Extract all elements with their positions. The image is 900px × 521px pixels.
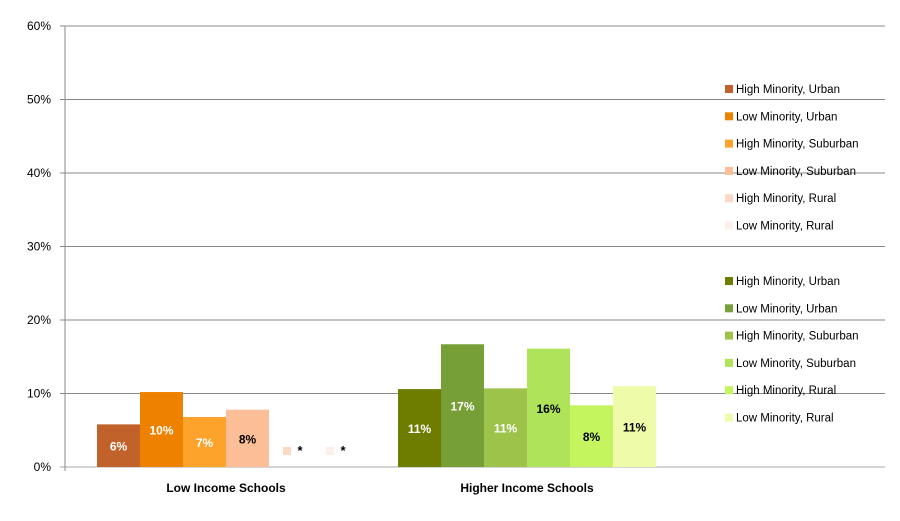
legend-label: Low Minority, Rural bbox=[736, 221, 834, 233]
data-label: 10% bbox=[149, 424, 173, 438]
y-tick-label: 20% bbox=[27, 313, 51, 327]
y-tick-label: 10% bbox=[27, 387, 51, 401]
data-label: 17% bbox=[450, 400, 474, 414]
y-tick-label: 30% bbox=[27, 240, 51, 254]
data-label: 8% bbox=[239, 432, 257, 446]
legend-label: High Minority, Rural bbox=[736, 385, 836, 397]
data-label: 11% bbox=[408, 422, 432, 436]
data-label: 7% bbox=[196, 436, 214, 450]
legend-label: High Minority, Suburban bbox=[736, 331, 859, 343]
bar bbox=[226, 409, 269, 467]
bar-placeholder-marker bbox=[326, 447, 334, 455]
y-tick-label: 0% bbox=[34, 460, 52, 474]
bar bbox=[140, 392, 183, 467]
legend-swatch bbox=[725, 166, 733, 175]
legend-swatch bbox=[725, 386, 733, 395]
bar bbox=[613, 386, 656, 467]
data-label: 11% bbox=[494, 422, 518, 436]
x-category-label: Higher Income Schools bbox=[460, 481, 594, 495]
legend-swatch bbox=[725, 139, 733, 148]
bar bbox=[398, 389, 441, 467]
legend-swatch bbox=[725, 331, 733, 340]
legend-label: Low Minority, Urban bbox=[736, 111, 837, 123]
legend-label: Low Minority, Suburban bbox=[736, 166, 856, 178]
legend-label: High Minority, Rural bbox=[736, 193, 836, 205]
x-category-label: Low Income Schools bbox=[166, 481, 286, 495]
legend-label: High Minority, Urban bbox=[736, 276, 840, 288]
legend-label: Low Minority, Urban bbox=[736, 303, 837, 315]
legend-label: Low Minority, Suburban bbox=[736, 358, 856, 370]
data-label: * bbox=[340, 443, 346, 458]
bar-placeholder-marker bbox=[283, 447, 291, 455]
legend-swatch bbox=[725, 194, 733, 203]
legend-label: Low Minority, Rural bbox=[736, 413, 834, 425]
legend-swatch bbox=[725, 112, 733, 121]
y-tick-label: 40% bbox=[27, 166, 51, 180]
y-tick-label: 50% bbox=[27, 93, 51, 107]
legend-swatch bbox=[725, 85, 733, 93]
data-label: 11% bbox=[623, 421, 647, 435]
legend-swatch bbox=[725, 304, 733, 313]
legend-swatch bbox=[725, 358, 733, 367]
bar bbox=[97, 424, 140, 467]
bar bbox=[484, 388, 527, 467]
data-label: 16% bbox=[536, 402, 560, 416]
data-label: * bbox=[297, 443, 303, 458]
y-tick-label: 60% bbox=[27, 19, 51, 33]
data-label: 6% bbox=[110, 440, 128, 454]
legend-label: High Minority, Suburban bbox=[736, 139, 859, 151]
legend-swatch bbox=[725, 221, 733, 230]
legend-swatch bbox=[725, 277, 733, 285]
bar bbox=[570, 405, 613, 467]
bar bbox=[183, 417, 226, 467]
legend-label: High Minority, Urban bbox=[736, 84, 840, 96]
bar bbox=[527, 348, 570, 467]
legend-swatch bbox=[725, 413, 733, 422]
bar bbox=[441, 344, 484, 467]
data-label: 8% bbox=[583, 430, 601, 444]
